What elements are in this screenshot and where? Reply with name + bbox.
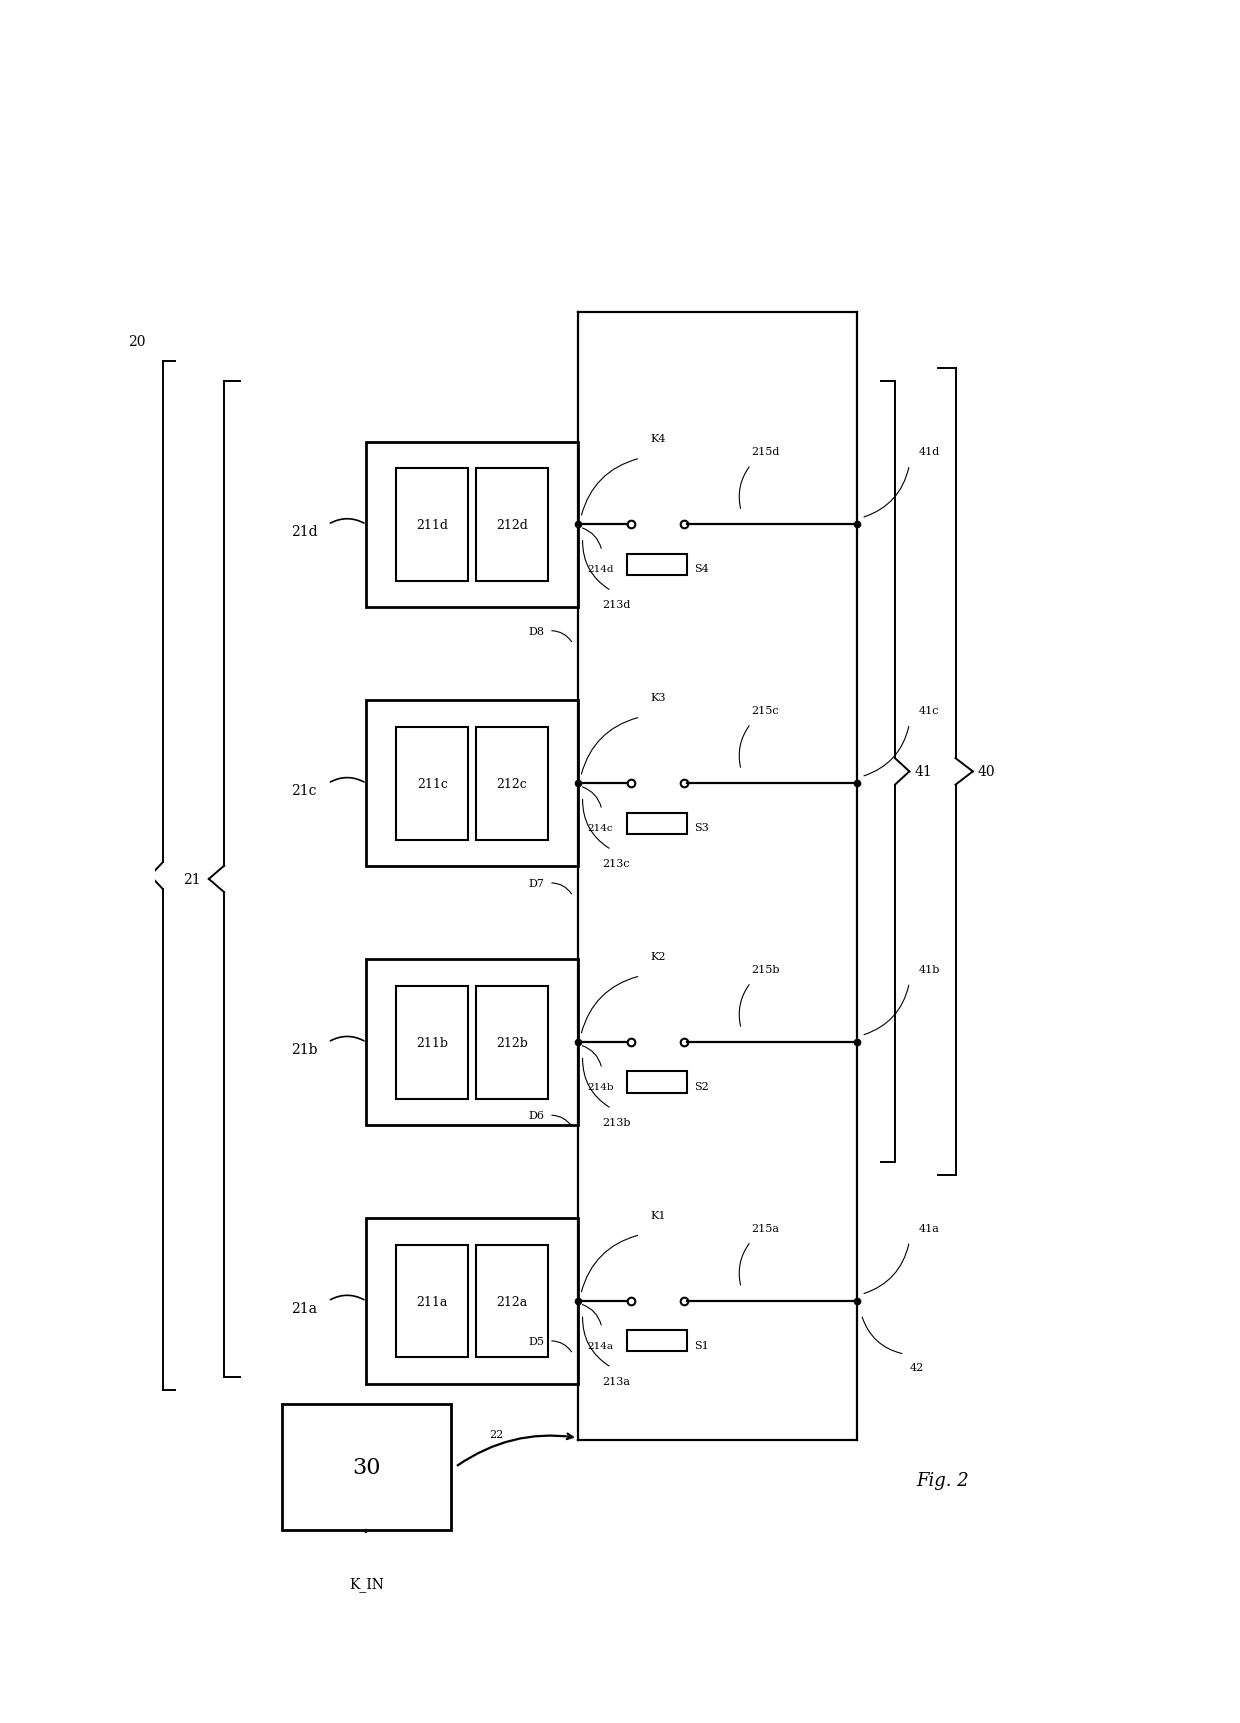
- Text: 211b: 211b: [417, 1036, 448, 1049]
- FancyBboxPatch shape: [367, 701, 578, 867]
- Text: 21d: 21d: [290, 526, 317, 539]
- FancyBboxPatch shape: [476, 727, 548, 841]
- Text: 41d: 41d: [919, 448, 940, 457]
- Text: 41a: 41a: [919, 1223, 940, 1234]
- FancyBboxPatch shape: [627, 813, 687, 834]
- Text: 215d: 215d: [751, 448, 779, 457]
- Text: D8: D8: [528, 625, 544, 636]
- Text: 213a: 213a: [601, 1377, 630, 1385]
- FancyBboxPatch shape: [476, 469, 548, 582]
- Text: 21a: 21a: [291, 1301, 317, 1315]
- FancyBboxPatch shape: [476, 1246, 548, 1358]
- Text: 211c: 211c: [417, 777, 448, 791]
- FancyBboxPatch shape: [367, 443, 578, 608]
- FancyBboxPatch shape: [476, 986, 548, 1099]
- Text: 213b: 213b: [601, 1117, 630, 1127]
- FancyBboxPatch shape: [627, 1330, 687, 1353]
- FancyBboxPatch shape: [367, 1218, 578, 1384]
- Text: 21b: 21b: [290, 1042, 317, 1056]
- Text: 41: 41: [914, 765, 932, 779]
- Text: 211d: 211d: [417, 519, 448, 532]
- FancyBboxPatch shape: [397, 986, 469, 1099]
- Text: 212c: 212c: [497, 777, 527, 791]
- Text: 42: 42: [909, 1363, 924, 1373]
- Text: 40: 40: [977, 765, 996, 779]
- Text: Fig. 2: Fig. 2: [916, 1471, 970, 1489]
- FancyBboxPatch shape: [397, 727, 469, 841]
- Text: 211a: 211a: [417, 1294, 448, 1308]
- Text: 215a: 215a: [751, 1223, 779, 1234]
- Text: K4: K4: [650, 434, 666, 445]
- Text: K2: K2: [650, 951, 666, 961]
- Text: 212d: 212d: [496, 519, 528, 532]
- Text: 212b: 212b: [496, 1036, 528, 1049]
- Text: 20: 20: [128, 334, 145, 348]
- Text: 212a: 212a: [496, 1294, 528, 1308]
- Text: S4: S4: [694, 563, 709, 574]
- Text: 214d: 214d: [588, 565, 614, 574]
- Text: 41c: 41c: [919, 706, 940, 717]
- Text: 41b: 41b: [919, 965, 940, 975]
- Text: D5: D5: [528, 1335, 544, 1346]
- Text: 214b: 214b: [588, 1082, 614, 1091]
- Text: 215b: 215b: [751, 965, 779, 975]
- Text: S3: S3: [694, 822, 709, 832]
- Text: K3: K3: [650, 693, 666, 703]
- FancyBboxPatch shape: [627, 555, 687, 575]
- FancyBboxPatch shape: [397, 469, 469, 582]
- Text: 30: 30: [352, 1456, 381, 1478]
- Text: 21c: 21c: [291, 784, 316, 798]
- Text: D7: D7: [528, 879, 544, 889]
- FancyBboxPatch shape: [367, 960, 578, 1125]
- Text: S1: S1: [694, 1340, 709, 1351]
- Text: D6: D6: [528, 1111, 544, 1120]
- Text: 215c: 215c: [751, 706, 779, 717]
- Text: K1: K1: [650, 1210, 666, 1220]
- Text: 21: 21: [184, 872, 201, 886]
- FancyBboxPatch shape: [283, 1404, 450, 1530]
- Text: 213c: 213c: [601, 858, 630, 868]
- FancyBboxPatch shape: [627, 1072, 687, 1092]
- FancyBboxPatch shape: [397, 1246, 469, 1358]
- Text: S2: S2: [694, 1082, 709, 1091]
- Text: K_IN: K_IN: [348, 1577, 384, 1592]
- Text: 214a: 214a: [588, 1340, 614, 1351]
- Text: 22: 22: [489, 1428, 503, 1439]
- Text: 213d: 213d: [601, 600, 630, 610]
- Text: 214c: 214c: [588, 824, 613, 832]
